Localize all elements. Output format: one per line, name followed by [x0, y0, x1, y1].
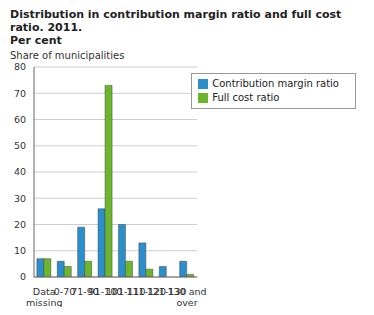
svg-text:130 and: 130 and — [168, 286, 207, 297]
svg-text:80: 80 — [14, 61, 26, 72]
svg-text:10: 10 — [14, 245, 26, 256]
svg-text:0-70: 0-70 — [53, 286, 76, 297]
html-text:Share of municipalities: Share of municipalities — [10, 50, 125, 61]
svg-text:70: 70 — [14, 88, 26, 99]
svg-text:missing: missing — [26, 297, 62, 307]
svg-text:over: over — [176, 297, 197, 307]
svg-text:30: 30 — [14, 193, 26, 204]
html-text:Full cost ratio: Full cost ratio — [212, 92, 280, 103]
svg-text:40: 40 — [14, 166, 26, 177]
html-text:Distribution in contribution m: Distribution in contribution margin rati… — [10, 8, 342, 34]
svg-text:71-90: 71-90 — [71, 286, 99, 297]
html-text:Contribution margin ratio: Contribution margin ratio — [212, 78, 339, 89]
svg-text:0: 0 — [20, 271, 26, 282]
svg-text:60: 60 — [14, 114, 26, 125]
html-text:Per cent: Per cent — [10, 34, 62, 47]
svg-text:50: 50 — [14, 140, 26, 151]
svg-text:20: 20 — [14, 219, 26, 230]
svg-text:Data: Data — [33, 286, 56, 297]
